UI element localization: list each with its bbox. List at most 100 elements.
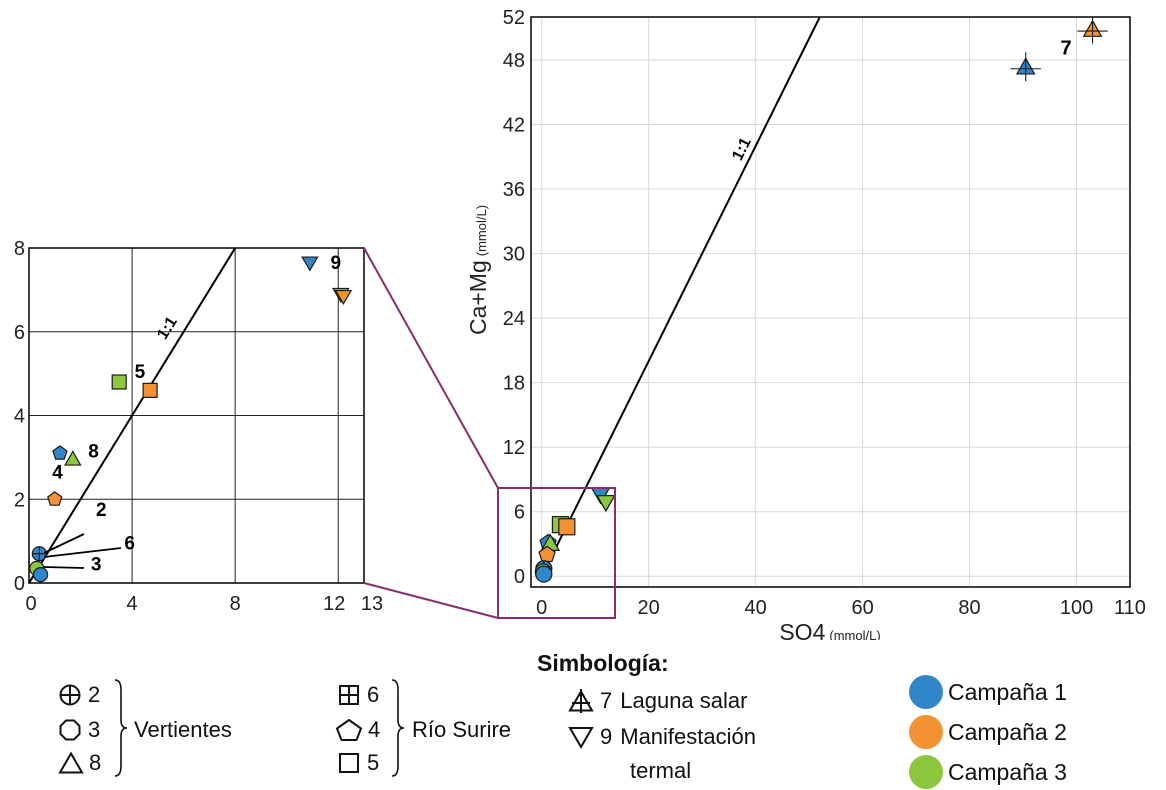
legend-title: Simbología: xyxy=(537,650,669,676)
x-tick-label: 40 xyxy=(745,597,767,619)
legend-campaign-1: Campaña 1 xyxy=(908,674,1067,710)
point-annotation: 6 xyxy=(124,534,135,555)
x-axis-title: SO4 (mmol/L) xyxy=(779,619,880,640)
triangle-down-marker xyxy=(334,289,353,306)
y-tick-label: 2 xyxy=(14,489,25,511)
legend: Simbología: 2 3 8 Vertientes 6 4 5 Río S… xyxy=(0,640,1166,790)
x-tick-label: 0 xyxy=(25,593,36,615)
legend-label-cont: termal xyxy=(630,758,692,783)
x-tick-label: 20 xyxy=(638,597,660,619)
legend-label: Manifestación xyxy=(620,724,756,749)
y-tick-label: 6 xyxy=(514,502,525,524)
campaign-label: Campaña 1 xyxy=(948,678,1067,705)
data-points xyxy=(29,256,353,583)
grid xyxy=(531,17,1130,587)
legend-item-2: 2 xyxy=(58,682,100,708)
annotation-leader-line xyxy=(43,566,85,569)
x-tick-label: 8 xyxy=(230,593,241,615)
legend-bracket xyxy=(391,679,405,777)
triangle-down-marker xyxy=(596,495,616,513)
triangle-icon xyxy=(58,751,84,774)
legend-label: Laguna salar xyxy=(620,688,748,713)
y-axis-title: Ca+Mg (mmol/L) xyxy=(465,205,491,335)
y-tick-label: 24 xyxy=(503,308,525,330)
circle-marker xyxy=(535,565,553,583)
point-annotation: 4 xyxy=(52,462,63,483)
y-axis-title-name: Ca+Mg xyxy=(465,260,491,335)
y-tick-label: 8 xyxy=(14,238,25,260)
legend-group-label: Río Surire xyxy=(412,717,512,742)
square-marker xyxy=(111,374,127,390)
circle-marker xyxy=(32,567,49,583)
pentagon-marker xyxy=(47,491,63,506)
main-chart: 1:1 0 20 40 60 80 100 110 0 6 12 18 24 30 36 42 48 52 7 SO4… xyxy=(465,7,1146,640)
y-tick-label: 52 xyxy=(503,7,525,29)
one-to-one-line xyxy=(29,248,237,583)
plot-frame xyxy=(530,16,1131,588)
triangle-down-icon xyxy=(568,727,594,749)
data-points xyxy=(534,17,1108,583)
y-tick-label: 18 xyxy=(503,373,525,395)
grid xyxy=(29,248,364,583)
y-tick-label: 0 xyxy=(14,573,25,595)
legend-item-7: 7 Laguna salar xyxy=(568,688,747,714)
campaign-label: Campaña 3 xyxy=(948,758,1067,785)
triangle-marker xyxy=(64,450,82,466)
legend-num: 4 xyxy=(368,717,381,742)
campaign-swatch-icon xyxy=(909,675,943,709)
zoom-connector-line xyxy=(363,582,499,619)
square-marker xyxy=(558,518,576,536)
triangle-down-marker xyxy=(301,256,319,272)
point-annotation: 5 xyxy=(135,362,146,383)
legend-item-5: 5 xyxy=(337,750,379,776)
x-tick-label: 100 xyxy=(1060,597,1093,619)
legend-num: 5 xyxy=(367,750,380,775)
pentagon-marker xyxy=(52,445,68,460)
pentagon-icon xyxy=(335,718,363,741)
circle-cross-icon xyxy=(59,684,81,706)
plot-frame xyxy=(28,247,365,584)
x-axis-title-unit: (mmol/L) xyxy=(829,628,880,640)
legend-num: 7 xyxy=(600,688,613,713)
legend-item-6: 6 xyxy=(337,682,379,708)
legend-group-label: Vertientes xyxy=(134,717,232,742)
zoom-region-box xyxy=(497,487,616,619)
legend-num: 8 xyxy=(89,750,102,775)
legend-campaign-2: Campaña 2 xyxy=(908,714,1067,750)
legend-num: 2 xyxy=(88,682,101,707)
one-to-one-label: 1:1 xyxy=(154,314,181,343)
y-tick-label: 36 xyxy=(503,179,525,201)
square-cross-icon xyxy=(339,685,359,705)
legend-num: 9 xyxy=(600,724,613,749)
annotation-leader-line xyxy=(43,533,85,554)
x-tick-label: 0 xyxy=(536,597,547,619)
x-tick-label: 110 xyxy=(1114,597,1146,619)
point-annotation: 2 xyxy=(96,500,107,521)
campaign-label: Campaña 2 xyxy=(948,718,1067,745)
one-to-one-line xyxy=(540,17,821,577)
x-tick-label: 12 xyxy=(323,593,345,615)
legend-num: 6 xyxy=(367,682,380,707)
point-annotation: 8 xyxy=(88,441,99,462)
x-tick-label: 4 xyxy=(127,593,138,615)
x-tick-label: 80 xyxy=(958,597,980,619)
legend-item-3: 3 xyxy=(58,717,100,743)
y-tick-label: 4 xyxy=(14,406,25,428)
y-tick-label: 12 xyxy=(503,437,525,459)
campaign-1-swatch xyxy=(909,675,943,709)
y-axis-title-unit: (mmol/L) xyxy=(474,205,489,256)
y-tick-label: 6 xyxy=(14,322,25,344)
x-tick-label: 13 xyxy=(361,593,383,615)
y-tick-label: 0 xyxy=(514,566,525,588)
annotation-leader-line xyxy=(43,547,122,558)
legend-item-9: 9 Manifestación xyxy=(568,724,756,750)
square-icon xyxy=(339,753,359,773)
zoom-connector-line xyxy=(363,247,499,489)
y-tick-label: 42 xyxy=(503,115,525,137)
legend-bracket xyxy=(114,679,128,777)
legend-item-8: 8 xyxy=(58,750,101,776)
one-to-one-label: 1:1 xyxy=(729,135,755,163)
x-tick-label: 60 xyxy=(851,597,873,619)
square-marker xyxy=(142,382,158,398)
